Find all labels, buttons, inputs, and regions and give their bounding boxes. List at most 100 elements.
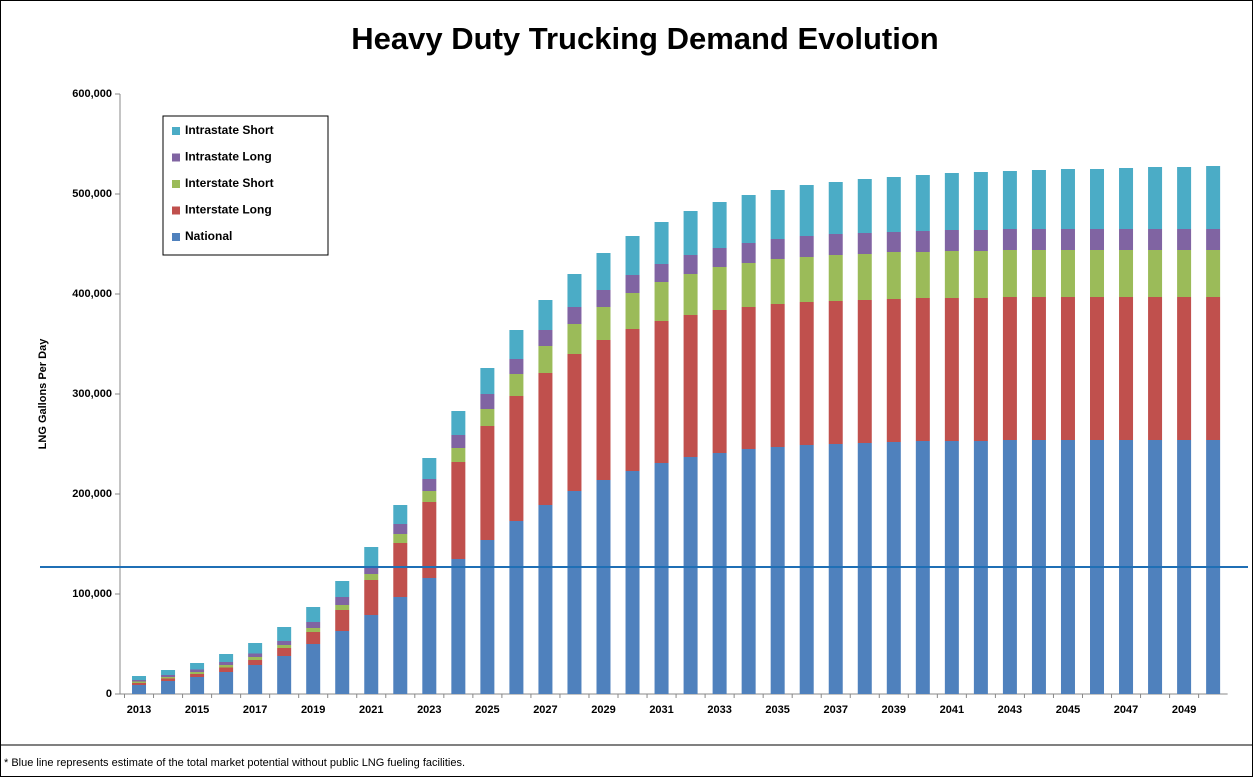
bar-segment <box>132 680 147 682</box>
bar-segment <box>915 175 930 231</box>
bar-segment <box>654 282 669 321</box>
bar-segment <box>190 674 205 677</box>
bar-segment <box>364 615 379 694</box>
bar-segment <box>1148 250 1163 297</box>
bar-segment <box>1090 169 1105 229</box>
y-tick-label: 100,000 <box>72 588 112 600</box>
bar-segment <box>538 300 553 330</box>
bar-segment <box>625 275 640 293</box>
bar-segment <box>1090 250 1105 297</box>
legend-swatch <box>172 127 180 135</box>
bar-segment <box>538 373 553 505</box>
x-tick-label: 2015 <box>185 704 209 716</box>
bar-segment <box>1031 229 1046 250</box>
bar-segment <box>828 255 843 301</box>
bar-segment <box>596 307 611 340</box>
y-axis-label: LNG Gallons Per Day <box>37 338 49 450</box>
bar-segment <box>973 230 988 251</box>
bar-segment <box>741 243 756 263</box>
bar-segment <box>1002 229 1017 250</box>
bar-segment <box>944 298 959 441</box>
bar-segment <box>451 448 466 462</box>
bar-segment <box>393 543 408 597</box>
bar-segment <box>1031 297 1046 440</box>
bar-segment <box>248 643 263 654</box>
bar-segment <box>567 491 582 694</box>
chart-title: Heavy Duty Trucking Demand Evolution <box>351 21 938 56</box>
bar-segment <box>712 453 727 694</box>
bar-segment <box>625 471 640 694</box>
bar-segment <box>364 574 379 580</box>
bar-segment <box>741 263 756 307</box>
bar-segment <box>625 293 640 329</box>
x-tick-label: 2017 <box>243 704 267 716</box>
bar-segment <box>567 307 582 324</box>
bar-segment <box>596 290 611 307</box>
bar-segment <box>277 641 292 645</box>
bar-segment <box>306 607 321 622</box>
bar-segment <box>1148 229 1163 250</box>
x-tick-label: 2019 <box>301 704 325 716</box>
bar-segment <box>915 252 930 298</box>
footnote: * Blue line represents estimate of the t… <box>4 757 465 769</box>
bar-segment <box>567 354 582 491</box>
bar-segment <box>1206 166 1221 229</box>
legend-label: Interstate Short <box>185 176 274 190</box>
bar-segment <box>770 304 785 447</box>
bar-segment <box>190 677 205 694</box>
bar-segment <box>741 195 756 243</box>
bar-segment <box>1148 297 1163 440</box>
legend-swatch <box>172 233 180 241</box>
y-tick-label: 400,000 <box>72 288 112 300</box>
bar-segment <box>828 234 843 255</box>
bar-segment <box>277 627 292 641</box>
bar-segment <box>509 521 524 694</box>
bar-segment <box>1206 297 1221 440</box>
bar-segment <box>1002 250 1017 297</box>
legend-label: National <box>185 229 232 243</box>
bar-segment <box>509 359 524 374</box>
legend-label: Interstate Long <box>185 203 272 217</box>
legend-label: Intrastate Short <box>185 123 274 137</box>
bar-segment <box>480 368 495 394</box>
y-tick-label: 500,000 <box>72 188 112 200</box>
bar-segment <box>799 236 814 257</box>
bar-segment <box>335 581 350 597</box>
bar-segment <box>683 274 698 315</box>
bar-segment <box>248 665 263 694</box>
bar-segment <box>1002 297 1017 440</box>
bar-segment <box>1031 170 1046 229</box>
bar-segment <box>1177 250 1192 297</box>
bar-segment <box>654 321 669 463</box>
bar-segment <box>335 631 350 694</box>
bar-segment <box>944 230 959 251</box>
bar-segment <box>741 307 756 449</box>
bar-segment <box>451 435 466 448</box>
bar-segment <box>451 411 466 435</box>
bar-segment <box>509 396 524 521</box>
bar-segment <box>944 251 959 298</box>
bar-segment <box>422 458 437 479</box>
bar-segment <box>480 409 495 426</box>
bar-segment <box>335 605 350 610</box>
bar-segment <box>1090 229 1105 250</box>
bar-segment <box>451 559 466 694</box>
bar-segment <box>1206 250 1221 297</box>
bar-segment <box>1177 167 1192 229</box>
bar-segment <box>1060 169 1075 229</box>
bar-segment <box>915 298 930 441</box>
bar-segment <box>393 524 408 534</box>
bar-segment <box>219 672 234 694</box>
bar-segment <box>190 663 205 670</box>
bar-segment <box>596 253 611 290</box>
bar-segment <box>248 657 263 660</box>
bar-segment <box>219 665 234 668</box>
bar-segment <box>219 662 234 665</box>
bar-segment <box>335 597 350 605</box>
y-tick-label: 600,000 <box>72 88 112 100</box>
bar-segment <box>712 310 727 453</box>
bar-segment <box>422 491 437 502</box>
bar-segment <box>944 173 959 230</box>
bar-segment <box>973 172 988 230</box>
